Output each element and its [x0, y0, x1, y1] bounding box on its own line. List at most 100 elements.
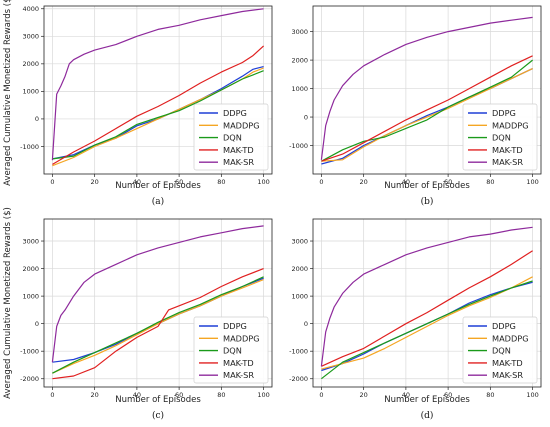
- series-line-maddpg: [321, 276, 533, 370]
- legend-label-mak-td: MAK-TD: [492, 145, 523, 155]
- legend-label-maddpg: MADDPG: [492, 120, 529, 130]
- legend-label-mak-td: MAK-TD: [223, 358, 254, 368]
- y-axis-title: Averaged Cumulative Monetized Rewards ($…: [3, 207, 13, 399]
- panel-caption: (b): [421, 196, 434, 207]
- series-line-dqn: [321, 280, 533, 380]
- legend-box: [462, 103, 538, 171]
- series-line-mak-td: [321, 55, 533, 162]
- x-tick-label: 20: [360, 391, 368, 399]
- legend-box: [462, 316, 538, 384]
- legend-label-maddpg: MADDPG: [492, 333, 529, 343]
- y-tick-label: -1000: [289, 142, 308, 150]
- y-tick-label: 3000: [291, 28, 308, 36]
- chart-panel-a: 0 20 40 60 80 100 -1000 0 1000 2000 3000 4000 DDPG MA…: [3, 0, 273, 207]
- panel-caption: (c): [152, 410, 164, 421]
- y-tick-label: 2000: [22, 60, 39, 68]
- series-line-mak-sr: [51, 8, 264, 161]
- y-tick-label: 0: [304, 113, 308, 121]
- plot-frame: [312, 5, 542, 175]
- x-axis-title: Number of Episodes: [384, 395, 470, 405]
- series-line-mak-td: [52, 268, 264, 380]
- legend-label-ddpg: DDPG: [223, 321, 247, 331]
- x-tick-label: 40: [133, 391, 141, 399]
- series-line-mak-td: [321, 250, 533, 367]
- x-tick-label: 80: [486, 178, 494, 186]
- legend-label-ddpg: DDPG: [492, 108, 516, 118]
- legend-label-dqn: DQN: [223, 346, 242, 356]
- legend-label-mak-sr: MAK-SR: [492, 157, 523, 167]
- legend-label-mak-td: MAK-TD: [492, 358, 523, 368]
- chart-panel-d: 0 20 40 60 80 100 -2000 -1000 0 1000 2000 3000 DDPG M…: [289, 218, 542, 421]
- x-axis-title: Number of Episodes: [384, 181, 470, 191]
- series-line-mak-sr: [51, 225, 264, 363]
- series-line-dqn: [321, 59, 533, 162]
- chart-panel-c: 0 20 40 60 80 100 -2000 -1000 0 1000 2000 3000 DDPG M…: [3, 207, 273, 421]
- x-tick-label: 20: [360, 178, 368, 186]
- y-tick-label: 1000: [291, 292, 308, 300]
- legend-label-ddpg: DDPG: [223, 108, 247, 118]
- y-tick-label: 1000: [22, 88, 39, 96]
- series-line-maddpg: [52, 279, 264, 374]
- panel-caption: (d): [421, 410, 434, 421]
- panel-caption: (a): [152, 196, 164, 207]
- y-tick-label: -2000: [289, 375, 308, 383]
- legend-label-ddpg: DDPG: [492, 321, 516, 331]
- plot-frame: [43, 218, 273, 388]
- x-tick-label: 0: [50, 178, 54, 186]
- y-tick-label: -1000: [289, 347, 308, 355]
- legend-box: [193, 316, 269, 384]
- x-tick-label: 0: [319, 178, 323, 186]
- y-tick-label: -1000: [20, 143, 39, 151]
- y-tick-label: 3000: [291, 237, 308, 245]
- legend-label-dqn: DQN: [492, 346, 511, 356]
- x-tick-label: 40: [402, 391, 410, 399]
- x-tick-label: 100: [257, 391, 269, 399]
- x-tick-label: 80: [217, 391, 225, 399]
- x-tick-label: 100: [257, 178, 269, 186]
- y-tick-label: -2000: [20, 375, 39, 383]
- series-line-mak-td: [52, 45, 265, 165]
- y-tick-label: 2000: [22, 265, 39, 273]
- series-line-maddpg: [321, 68, 533, 162]
- y-tick-label: 3000: [22, 237, 39, 245]
- legend: DDPG MADDPG DQN MAK-TD MAK-SR: [193, 103, 269, 171]
- y-tick-label: 4000: [22, 5, 39, 13]
- x-axis-title: Number of Episodes: [115, 181, 201, 191]
- series-line-mak-sr: [320, 16, 533, 160]
- y-tick-label: -1000: [20, 347, 39, 355]
- legend-label-mak-td: MAK-TD: [223, 145, 254, 155]
- x-tick-label: 60: [444, 391, 452, 399]
- legend-label-mak-sr: MAK-SR: [492, 370, 523, 380]
- x-tick-label: 100: [526, 178, 538, 186]
- legend: DDPG MADDPG DQN MAK-TD MAK-SR: [462, 103, 538, 171]
- plot-frame: [312, 218, 542, 388]
- series-line-dqn: [52, 276, 264, 374]
- x-axis-title: Number of Episodes: [115, 395, 201, 405]
- x-tick-label: 80: [217, 178, 225, 186]
- legend: DDPG MADDPG DQN MAK-TD MAK-SR: [193, 316, 269, 384]
- y-tick-label: 1000: [291, 85, 308, 93]
- legend-label-maddpg: MADDPG: [223, 120, 260, 130]
- y-tick-label: 1000: [22, 292, 39, 300]
- legend-label-mak-sr: MAK-SR: [223, 157, 254, 167]
- x-tick-label: 20: [91, 391, 99, 399]
- x-tick-label: 60: [175, 178, 183, 186]
- y-axis-title: Averaged Cumulative Monetized Rewards ($…: [3, 0, 13, 186]
- x-tick-label: 0: [319, 391, 323, 399]
- x-tick-label: 80: [486, 391, 494, 399]
- x-tick-label: 60: [175, 391, 183, 399]
- series-line-dqn: [52, 70, 264, 160]
- x-tick-label: 40: [133, 178, 141, 186]
- y-tick-label: 0: [304, 320, 308, 328]
- x-tick-label: 60: [444, 178, 452, 186]
- series-line-mak-sr: [320, 226, 533, 367]
- y-tick-label: 0: [35, 320, 39, 328]
- legend: DDPG MADDPG DQN MAK-TD MAK-SR: [462, 316, 538, 384]
- legend-label-dqn: DQN: [492, 133, 511, 143]
- chart-panel-b: 0 20 40 60 80 100 -1000 0 1000 2000 3000 DDPG MADDPG…: [289, 5, 542, 207]
- y-tick-label: 2000: [291, 56, 308, 64]
- x-tick-label: 0: [50, 391, 54, 399]
- x-tick-label: 100: [526, 391, 538, 399]
- y-tick-label: 3000: [22, 33, 39, 41]
